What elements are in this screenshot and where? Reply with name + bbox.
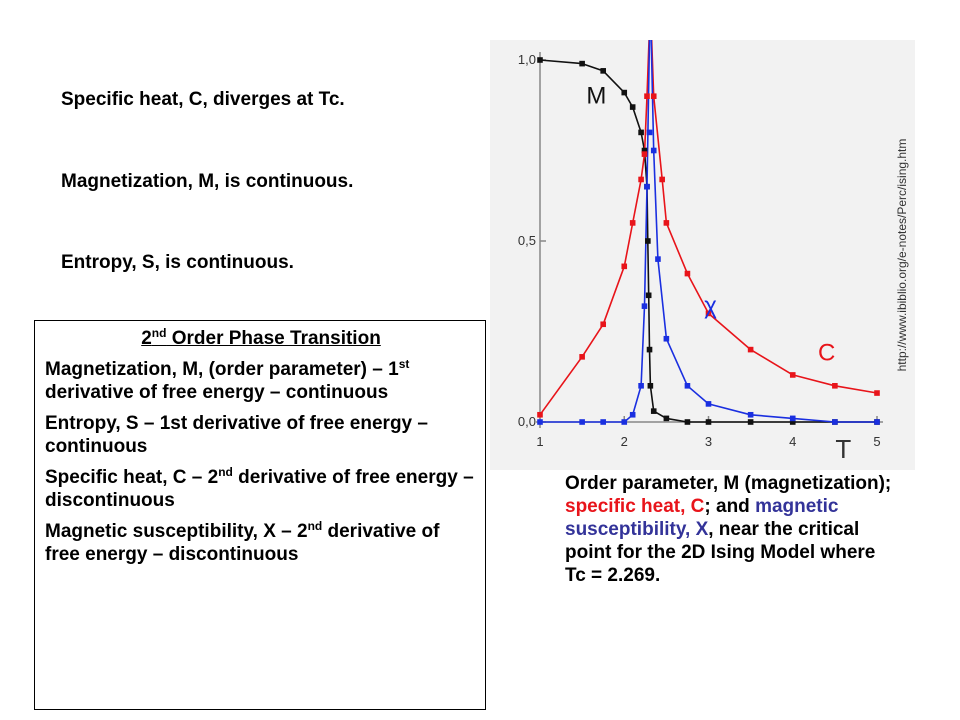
second-order-transition-box: 2nd Order Phase Transition Magnetization…: [34, 320, 486, 710]
data-point-chi: [705, 401, 712, 407]
data-point-chi: [747, 411, 754, 418]
data-point-M: [641, 147, 648, 154]
data-point-chi: [638, 383, 644, 389]
data-point-chi: [621, 419, 628, 425]
data-point-M: [645, 292, 652, 299]
data-point-C: [650, 93, 657, 99]
data-point-C: [641, 151, 648, 157]
data-point-M: [645, 238, 651, 244]
series-label-C: C: [818, 339, 835, 366]
data-point-C: [663, 220, 670, 226]
x-tick-label: 4: [789, 434, 796, 449]
data-point-M: [600, 68, 606, 74]
statement-specific-heat: Specific heat, C, diverges at Tc.: [61, 89, 345, 110]
data-point-C: [659, 176, 665, 183]
data-point-chi: [646, 129, 653, 136]
data-point-chi: [650, 147, 657, 154]
box-title: 2nd Order Phase Transition: [141, 326, 381, 349]
data-point-M: [684, 419, 691, 425]
data-point-C: [629, 220, 636, 226]
data-point-M: [638, 129, 644, 136]
data-point-C: [747, 346, 754, 353]
chart-background: [490, 40, 915, 470]
data-point-M: [537, 57, 543, 63]
data-point-M: [663, 415, 670, 422]
data-point-chi: [832, 419, 838, 425]
series-label-chi: χ: [704, 292, 717, 319]
data-point-chi: [684, 383, 691, 389]
y-tick-label: 0,0: [518, 414, 536, 429]
source-url-text: http://www.ibiblio.org/e-notes/Perc/isin…: [895, 139, 909, 372]
y-tick-label: 1,0: [518, 52, 536, 67]
data-point-C: [537, 411, 543, 418]
data-point-M: [646, 346, 653, 353]
data-point-chi: [789, 415, 796, 422]
x-tick-label: 3: [705, 434, 712, 449]
data-point-M: [579, 60, 585, 67]
data-point-C: [705, 310, 712, 317]
data-point-M: [629, 104, 636, 110]
data-point-M: [705, 419, 712, 425]
x-tick-label: 2: [621, 434, 628, 449]
box-item-susceptibility: Magnetic susceptibility, X – 2nd derivat…: [45, 519, 440, 565]
data-point-M: [647, 383, 654, 389]
data-point-M: [621, 89, 628, 96]
series-label-M: M: [586, 82, 606, 109]
data-point-C: [644, 93, 650, 99]
data-point-C: [579, 354, 585, 360]
data-point-C: [789, 372, 796, 378]
ising-chart: 0,0 0,5 1,0 1 2 3 4 5 T M Cχ http://www.ibiblio.o…: [490, 40, 915, 470]
x-tick-label: 1: [536, 434, 543, 449]
box-item-entropy: Entropy, S – 1st derivative of free ener…: [45, 413, 428, 457]
data-point-chi: [874, 419, 880, 425]
data-point-chi: [644, 183, 650, 190]
box-item-magnetization: Magnetization, M, (order parameter) – 1s…: [45, 357, 410, 403]
data-point-C: [684, 270, 691, 277]
data-point-chi: [629, 411, 636, 418]
data-point-M: [789, 419, 796, 425]
y-tick-label: 0,5: [518, 233, 536, 248]
data-point-C: [638, 176, 644, 183]
data-point-chi: [600, 419, 606, 425]
box-item-specific-heat: Specific heat, C – 2nd derivative of fre…: [45, 465, 474, 511]
x-tick-label: 5: [873, 434, 880, 449]
data-point-chi: [537, 419, 543, 425]
data-point-C: [874, 390, 880, 396]
data-point-M: [650, 408, 657, 414]
data-point-C: [621, 263, 628, 270]
x-axis-label: T: [835, 434, 851, 464]
data-point-C: [600, 321, 606, 328]
statement-magnetization: Magnetization, M, is continuous.: [61, 171, 354, 192]
data-point-chi: [655, 256, 661, 262]
data-point-M: [747, 419, 754, 425]
statement-entropy: Entropy, S, is continuous.: [61, 252, 294, 273]
data-point-C: [832, 383, 838, 389]
data-point-chi: [663, 335, 670, 342]
chart-marks: M Cχ: [537, 57, 880, 425]
data-point-chi: [641, 303, 648, 309]
data-point-chi: [579, 419, 585, 425]
chart-caption: Order parameter, M (magnetization); spec…: [565, 473, 892, 586]
